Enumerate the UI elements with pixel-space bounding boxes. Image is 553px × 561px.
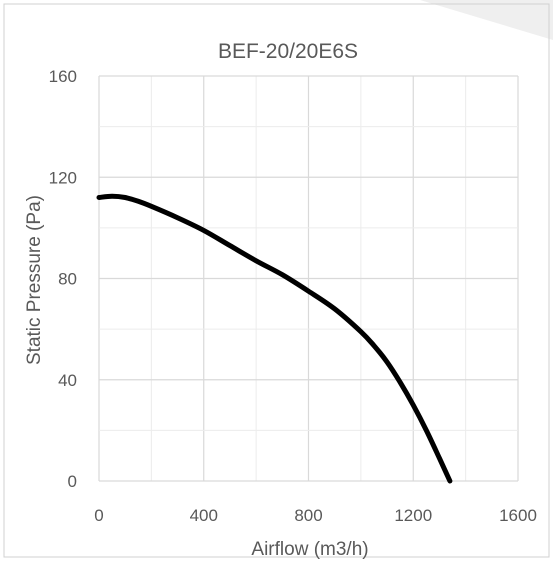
- series-line-0: [96, 193, 453, 484]
- corner-shade-shape: [420, 0, 553, 40]
- x-axis-label: Airflow (m3/h): [251, 539, 368, 560]
- x-tick-label: 1600: [499, 506, 537, 525]
- y-tick-label: 120: [49, 168, 77, 187]
- y-tick-label: 0: [68, 472, 77, 491]
- grid: [98, 75, 519, 482]
- series-group: [96, 193, 453, 484]
- y-axis-label: Static Pressure (Pa): [24, 195, 45, 365]
- y-tick-label: 80: [58, 270, 77, 289]
- x-tick-label: 0: [94, 506, 103, 525]
- x-tick-label: 400: [190, 506, 218, 525]
- y-tick-label: 160: [49, 67, 77, 86]
- chart-frame: [3, 3, 550, 558]
- y-tick-label: 40: [58, 371, 77, 390]
- tick-labels: 0 400 800 1200 1600 0 40 80 120 160: [49, 67, 537, 525]
- x-tick-label: 800: [294, 506, 322, 525]
- chart-title: BEF-20/20E6S: [218, 40, 358, 63]
- x-tick-label: 1200: [394, 506, 432, 525]
